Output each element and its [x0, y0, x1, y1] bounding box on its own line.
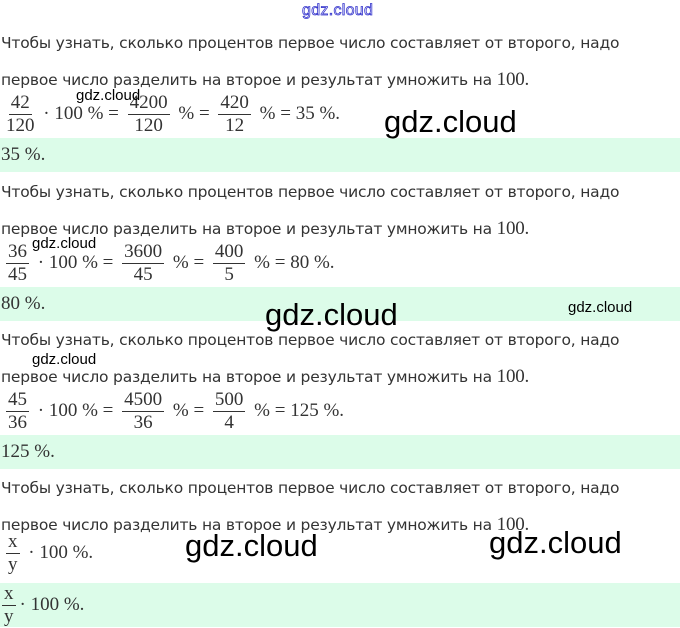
explanation-text: первое число разделить на второе и резул… — [1, 516, 497, 534]
explanation-text: первое число разделить на второе и резул… — [1, 368, 497, 386]
watermark: gdz.cloud — [32, 351, 97, 368]
fraction-numerator: 500 — [212, 388, 246, 412]
fraction-numerator: x — [6, 530, 20, 554]
fraction-denominator: 120 — [134, 114, 163, 136]
formula-text: 125 %. — [1, 441, 55, 462]
formula-text: % = — [168, 400, 209, 421]
fraction-numerator: 400 — [212, 240, 246, 264]
formula-text: % = 125 %. — [249, 400, 349, 421]
formula-text: % = 80 %. — [249, 252, 340, 273]
answer-band: 80 %. — [0, 287, 680, 321]
fraction: 500 4 — [212, 388, 246, 434]
explanation-text: первое число разделить на второе и резул… — [1, 71, 497, 89]
watermark: gdz.cloud — [568, 299, 633, 316]
formula: 45 36 · 100 % = 4500 36 % = 500 4 % = 125 %… — [2, 383, 349, 439]
fraction-denominator: y — [4, 605, 14, 627]
fraction-numerator: x — [2, 582, 16, 606]
explanation-text: первое число разделить на второе и резул… — [1, 220, 497, 238]
formula-text: % = — [173, 103, 215, 124]
fraction: 3600 45 — [122, 240, 165, 286]
formula-text: · 100 % = — [33, 400, 119, 421]
answer-band: 125 %. — [0, 435, 680, 469]
fraction: 4200 120 — [127, 91, 170, 137]
fraction-numerator: 36 — [6, 240, 29, 264]
explanation-line-2: первое число разделить на второе и резул… — [1, 218, 529, 240]
watermark: gdz.cloud — [32, 235, 97, 252]
fraction-denominator: 45 — [133, 263, 153, 285]
watermark: gdz.cloud — [265, 297, 398, 332]
explanation-line-1: Чтобы узнать, сколько процентов первое ч… — [1, 183, 620, 201]
fraction-numerator: 4200 — [127, 91, 170, 115]
solution-block: Чтобы узнать, сколько процентов первое ч… — [0, 0, 680, 172]
answer-band: 35 %. — [0, 138, 680, 172]
explanation-line-1: Чтобы узнать, сколько процентов первое ч… — [1, 34, 620, 52]
formula-text: % = — [168, 252, 209, 273]
solution-block: Чтобы узнать, сколько процентов первое ч… — [0, 149, 680, 321]
fraction-numerator: 3600 — [122, 240, 165, 264]
explanation-line-1: Чтобы узнать, сколько процентов первое ч… — [1, 331, 620, 349]
formula-text: 80 %. — [1, 293, 46, 314]
fraction: 400 5 — [212, 240, 246, 286]
formula: 42 120 · 100 % = 4200 120 % = 420 12 % = 35… — [2, 86, 345, 142]
explanation-line-2: первое число разделить на второе и резул… — [1, 366, 529, 388]
fraction-denominator: 36 — [8, 411, 27, 433]
fraction: 36 45 — [6, 241, 29, 286]
watermark: gdz.cloud — [384, 104, 517, 139]
watermark: gdz.cloud — [185, 528, 318, 563]
formula: 36 45 · 100 % = 3600 45 % = 400 5 % = 80 %. — [2, 235, 339, 291]
solution-block: Чтобы узнать, сколько процентов первое ч… — [0, 445, 680, 627]
formula-text: · 100 %. — [19, 594, 85, 615]
fraction-numerator: 45 — [6, 388, 29, 412]
fraction: 420 12 — [218, 92, 251, 137]
fraction-denominator: 12 — [225, 114, 245, 136]
formula-text: 35 %. — [1, 144, 46, 165]
fraction-numerator: 420 — [218, 91, 251, 115]
formula-text: · 100 % = — [38, 103, 124, 124]
explanation-number: 100. — [496, 514, 530, 535]
fraction: 4500 36 — [122, 388, 165, 434]
watermark: gdz.cloud — [76, 87, 141, 104]
explanation-line-1: Чтобы узнать, сколько процентов первое ч… — [1, 479, 620, 497]
formula-text: · 100 % = — [33, 252, 119, 273]
formula-text: · 100 %. — [23, 542, 98, 563]
explanation-number: 100. — [496, 218, 530, 239]
fraction-denominator: 5 — [224, 263, 234, 285]
fraction-denominator: 45 — [8, 263, 27, 285]
solution-block: Чтобы узнать, сколько процентов первое ч… — [0, 297, 680, 469]
fraction-numerator: 42 — [8, 91, 32, 115]
fraction-numerator: 4500 — [122, 388, 165, 412]
fraction-denominator: 36 — [133, 411, 153, 433]
fraction: 42 120 — [6, 92, 35, 137]
watermark-top: gdz.cloud — [302, 2, 374, 20]
explanation-line-2: первое число разделить на второе и резул… — [1, 69, 529, 91]
fraction: 45 36 — [6, 389, 29, 434]
explanation-number: 100. — [496, 69, 530, 90]
fraction-denominator: 120 — [6, 114, 35, 136]
explanation-number: 100. — [496, 366, 530, 387]
watermark: gdz.cloud — [489, 525, 622, 560]
fraction-denominator: y — [8, 553, 18, 575]
fraction-denominator: 4 — [224, 411, 234, 433]
formula-text: % = 35 %. — [254, 103, 345, 124]
explanation-line-2: первое число разделить на второе и резул… — [1, 514, 529, 536]
